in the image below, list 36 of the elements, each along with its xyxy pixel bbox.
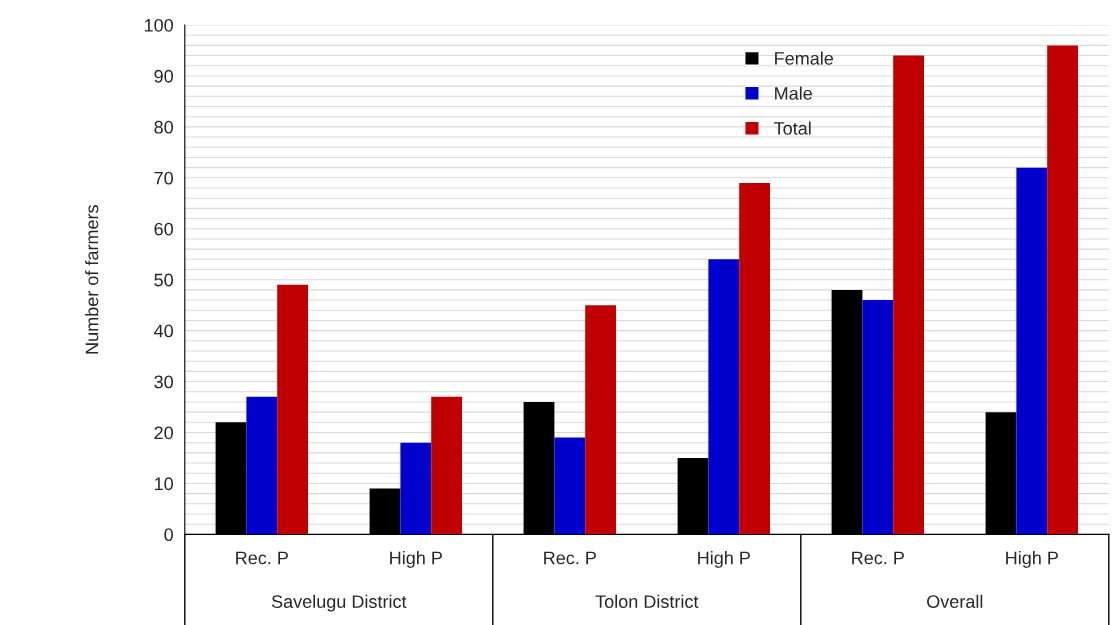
y-tick-label: 0 bbox=[164, 528, 173, 542]
x-tick-label: Rec. P bbox=[852, 551, 904, 565]
x-tick-label: High P bbox=[698, 551, 750, 568]
y-tick-label: 80 bbox=[154, 120, 173, 134]
y-tick-label: 30 bbox=[154, 375, 173, 389]
x-tick-label: Rec. P bbox=[544, 551, 596, 565]
y-tick-label: 10 bbox=[154, 477, 173, 491]
y-axis-title: Number of farmers bbox=[85, 205, 99, 354]
bar bbox=[585, 305, 616, 535]
y-tick-label: 100 bbox=[144, 18, 173, 32]
bar bbox=[708, 259, 740, 535]
x-tick-label: High P bbox=[390, 551, 442, 568]
legend-label: Total bbox=[774, 121, 811, 135]
bar bbox=[277, 284, 308, 535]
bar bbox=[1016, 167, 1048, 535]
bar bbox=[739, 182, 770, 535]
bar bbox=[431, 396, 462, 535]
bar bbox=[893, 55, 924, 535]
text: Savelugu District bbox=[271, 594, 407, 612]
x-tick-label: Rec. P bbox=[236, 551, 288, 565]
y-tick-label: 50 bbox=[154, 273, 173, 287]
y-tick-label: 20 bbox=[154, 426, 173, 440]
y-tick-label: 90 bbox=[154, 69, 173, 83]
bar bbox=[246, 396, 278, 535]
x-tick-label: High P bbox=[1006, 551, 1058, 568]
text: Tolon District bbox=[595, 594, 699, 608]
y-tick-label: 60 bbox=[154, 222, 173, 236]
bar bbox=[400, 442, 432, 535]
y-tick-label: 70 bbox=[154, 171, 173, 185]
legend-label: Female bbox=[775, 51, 834, 65]
bar bbox=[1047, 45, 1078, 535]
y-tick-label: 40 bbox=[154, 324, 173, 338]
text: Overall bbox=[927, 594, 983, 608]
bar bbox=[554, 437, 586, 535]
bar bbox=[862, 300, 894, 535]
legend-label: Male bbox=[775, 86, 812, 100]
